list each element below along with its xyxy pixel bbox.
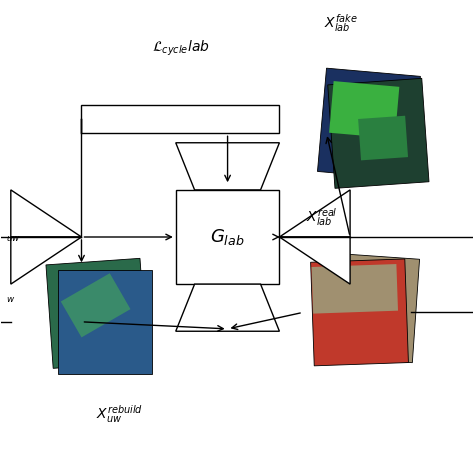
Polygon shape — [279, 237, 350, 284]
Polygon shape — [328, 78, 429, 188]
Bar — [82, 105, 279, 133]
Polygon shape — [329, 81, 400, 138]
Polygon shape — [11, 237, 82, 284]
Polygon shape — [58, 270, 152, 374]
Polygon shape — [176, 284, 279, 331]
Text: $_{uw}$: $_{uw}$ — [6, 230, 21, 244]
Polygon shape — [176, 143, 279, 190]
Bar — [176, 190, 279, 284]
Polygon shape — [319, 253, 419, 363]
Polygon shape — [11, 190, 82, 237]
Polygon shape — [46, 258, 147, 368]
Polygon shape — [311, 264, 398, 314]
Text: $X^{real}_{lab}$: $X^{real}_{lab}$ — [306, 206, 337, 228]
Polygon shape — [310, 259, 409, 366]
Polygon shape — [279, 190, 350, 237]
Text: $G_{lab}$: $G_{lab}$ — [210, 227, 245, 247]
Polygon shape — [318, 68, 420, 180]
Text: $_{w}$: $_{w}$ — [6, 292, 15, 305]
Polygon shape — [61, 273, 130, 337]
Text: $X^{fake}_{lab}$: $X^{fake}_{lab}$ — [324, 12, 357, 35]
Text: $X^{rebuild}_{uw}$: $X^{rebuild}_{uw}$ — [96, 403, 143, 426]
Text: $\mathcal{L}_{cycle}lab$: $\mathcal{L}_{cycle}lab$ — [152, 39, 210, 58]
Polygon shape — [358, 116, 408, 160]
